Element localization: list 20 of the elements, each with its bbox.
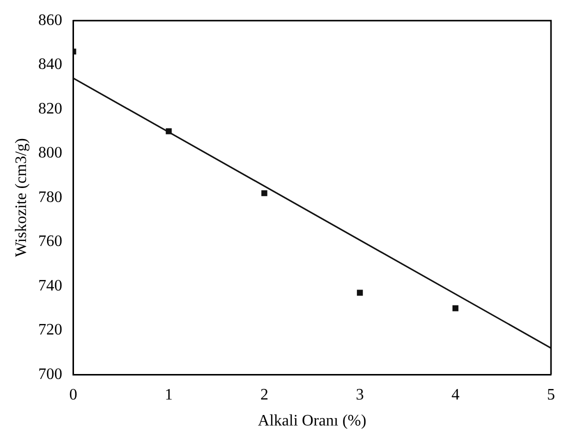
x-tick-label: 0 xyxy=(69,386,78,404)
y-tick-label: 860 xyxy=(38,12,62,29)
y-tick-label: 760 xyxy=(38,233,62,250)
point xyxy=(261,190,268,196)
y-tick-label: 840 xyxy=(38,56,62,74)
x-tick-label: 1 xyxy=(164,386,173,404)
y-tick-label: 720 xyxy=(38,322,62,339)
y-tick-label: 820 xyxy=(38,100,62,118)
x-tick-label: 5 xyxy=(547,386,555,404)
y-axis-title: Wiskozite (cm3/g) xyxy=(12,138,30,258)
x-tick-label: 3 xyxy=(356,386,364,404)
y-tick-label: 800 xyxy=(38,144,62,162)
x-tick-label: 2 xyxy=(260,386,268,404)
y-tick-label: 700 xyxy=(38,366,62,383)
point xyxy=(356,290,363,296)
x-tick-label: 4 xyxy=(451,386,460,404)
x-axis-title: Alkali Oranı (%) xyxy=(258,412,366,430)
y-tick-label: 740 xyxy=(38,277,62,294)
y-tick-label: 780 xyxy=(38,188,62,206)
point xyxy=(452,305,458,312)
